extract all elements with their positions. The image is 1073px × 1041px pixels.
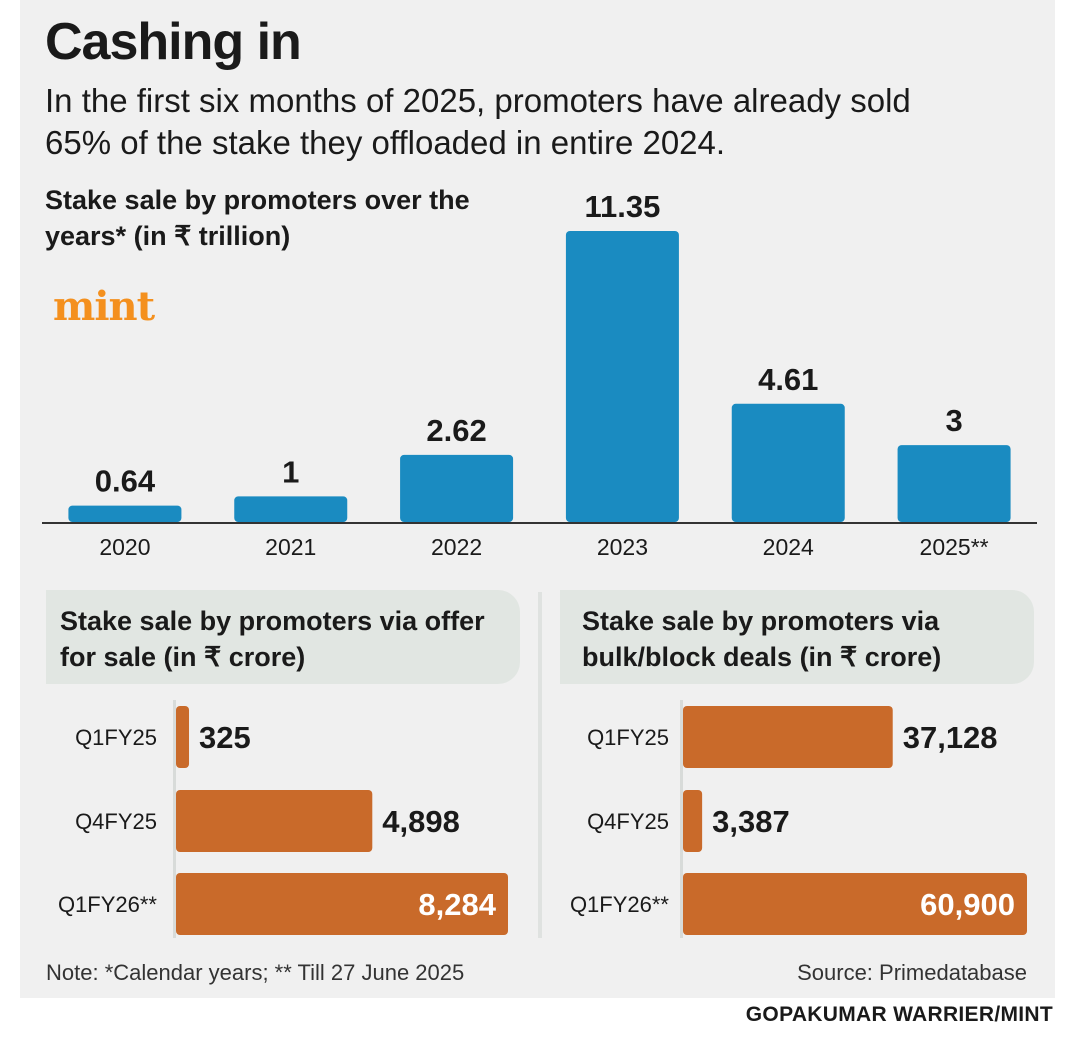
- ofs-category-label: Q1FY26**: [58, 892, 157, 917]
- source-label: Source: Primedatabase: [797, 960, 1027, 985]
- bulk-bar-Q1FY25: [683, 706, 893, 768]
- bar-2023: [565, 231, 679, 522]
- bulk-chart-title: Stake sale by promoters via bulk/block d…: [560, 590, 1034, 684]
- ofs-chart-title: Stake sale by promoters via offer for sa…: [46, 590, 520, 684]
- data-label: 4.61: [758, 362, 818, 397]
- bar-2025: [897, 445, 1011, 522]
- data-label: 2.62: [426, 413, 486, 448]
- section-divider: [538, 592, 542, 938]
- bulk-bar-Q4FY25: [683, 790, 703, 852]
- bar-2024: [731, 403, 845, 522]
- bar-2020: [68, 505, 182, 522]
- bulk-axis-line: [680, 700, 683, 938]
- ofs-data-label: 8,284: [418, 887, 496, 922]
- bulk-data-label: 60,900: [920, 887, 1015, 922]
- data-label: 0.64: [95, 464, 156, 499]
- bulk-category-label: Q1FY25: [587, 725, 669, 750]
- mint-logo: mint: [53, 283, 155, 330]
- ofs-data-label: 4,898: [382, 804, 460, 839]
- ofs-bar-Q4FY25: [176, 790, 373, 852]
- bulk-category-label: Q4FY25: [587, 809, 669, 834]
- bulk-data-label: 37,128: [903, 720, 998, 755]
- quarterly-bar-charts: Q1FY25 325 Q4FY25 4,898 Q1FY26** 8,284 Q1FY25 3…: [58, 700, 1027, 938]
- annual-bar-chart: 0.64 2020 1 2021 2.62 2022 11.35 2023 4.61 2024 3 2…: [42, 189, 1037, 560]
- ofs-bar-Q1FY25: [176, 706, 190, 768]
- page-subtitle: In the first six months of 2025, promote…: [45, 82, 911, 161]
- x-tick-label: 2020: [99, 534, 150, 560]
- page-title: Cashing in: [45, 13, 302, 71]
- x-tick-label: 2023: [597, 534, 648, 560]
- bar-2022: [400, 454, 514, 522]
- ofs-bar-Q1FY26: [176, 873, 508, 935]
- ofs-axis-line: [173, 700, 176, 938]
- x-tick-label: 2022: [431, 534, 482, 560]
- data-label: 11.35: [584, 189, 660, 224]
- bulk-data-label: 3,387: [712, 804, 790, 839]
- data-label: 1: [282, 454, 299, 489]
- ofs-category-label: Q4FY25: [75, 809, 157, 834]
- x-tick-label: 2024: [763, 534, 814, 560]
- x-tick-label: 2021: [265, 534, 316, 560]
- ofs-data-label: 325: [199, 720, 251, 755]
- bar-2021: [234, 496, 348, 522]
- bulk-bar-Q1FY26: [683, 873, 1027, 935]
- annual-chart-title: Stake sale by promoters over the years* …: [45, 185, 470, 251]
- bulk-category-label: Q1FY26**: [570, 892, 669, 917]
- credit-label: GOPAKUMAR WARRIER/MINT: [745, 1003, 1053, 1026]
- footnote: Note: *Calendar years; ** Till 27 June 2…: [46, 960, 465, 985]
- data-label: 3: [945, 403, 962, 438]
- x-tick-label: 2025**: [920, 534, 989, 560]
- ofs-category-label: Q1FY25: [75, 725, 157, 750]
